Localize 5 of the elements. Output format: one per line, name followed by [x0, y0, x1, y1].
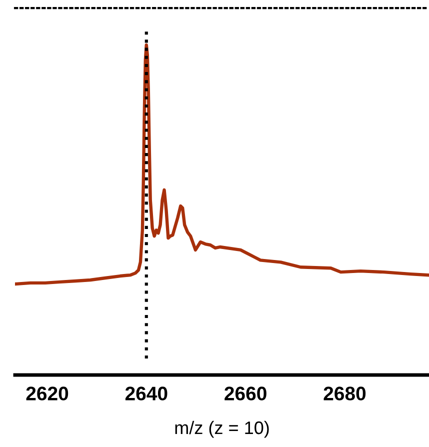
x-axis-title: m/z (z = 10) [175, 420, 269, 438]
x-tick-label: 2660 [224, 386, 266, 400]
x-tick-label: 2640 [125, 386, 168, 400]
x-tick-label: 2620 [26, 386, 68, 400]
x-tick-label: 2680 [324, 386, 366, 400]
